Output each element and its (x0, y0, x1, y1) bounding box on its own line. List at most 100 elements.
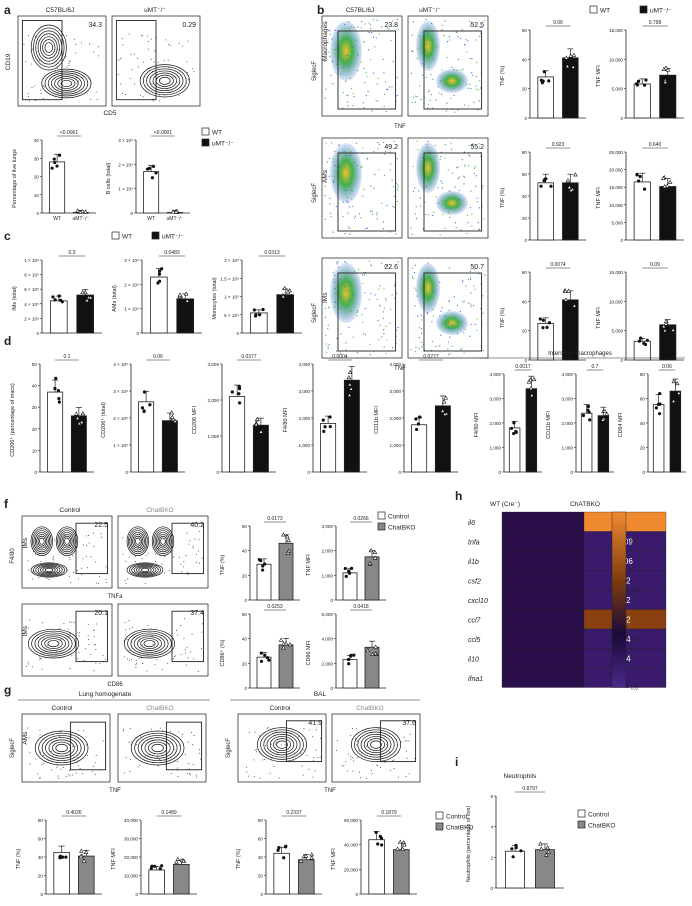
data-point (373, 651, 378, 656)
gate-percentage: 37.4 (190, 610, 204, 617)
event-dot (396, 76, 399, 79)
data-point (566, 288, 571, 293)
event-dot (130, 741, 132, 743)
event-dot (365, 777, 367, 779)
y-tick-label: 2,000 (490, 421, 502, 426)
event-dot (456, 333, 459, 335)
bar-1 (393, 849, 410, 895)
event-dot (376, 764, 378, 766)
event-dot (158, 94, 160, 96)
data-point (401, 842, 407, 847)
density-cloud (436, 191, 468, 215)
data-point (563, 288, 568, 293)
gate-percentage: 40.2 (190, 522, 204, 529)
event-dot (298, 736, 300, 738)
data-point (637, 179, 641, 183)
y-tick-label: 20 (640, 446, 646, 451)
legend-i-swatch (577, 809, 586, 818)
event-dot (35, 100, 37, 102)
event-dot (345, 761, 347, 763)
y-tick-label: 40 (242, 637, 248, 642)
event-dot (390, 39, 392, 42)
y-tick-label: 40,000 (344, 843, 358, 848)
y-axis-label: TNF (%) (500, 65, 506, 86)
event-dot (466, 214, 469, 216)
event-dot (326, 351, 328, 353)
event-dot (350, 189, 352, 191)
bar-1 (597, 415, 610, 473)
event-dot (36, 653, 38, 655)
contour-line (128, 563, 162, 577)
event-dot (324, 185, 326, 187)
data-point (538, 317, 542, 321)
event-dot (333, 49, 335, 51)
legend-b-ko-label: uMT⁻/⁻ (650, 8, 672, 15)
event-dot (63, 767, 65, 769)
event-dot (397, 186, 399, 188)
event-dot (147, 653, 149, 655)
event-dot (475, 75, 477, 77)
contour-line (357, 731, 395, 758)
event-dot (433, 58, 435, 61)
data-point (169, 414, 175, 419)
event-dot (334, 164, 336, 166)
event-dot (259, 777, 261, 779)
event-dot (53, 562, 55, 564)
event-dot (383, 287, 385, 289)
data-point (261, 564, 265, 568)
y-tick-label: 0 (620, 358, 623, 363)
data-point (662, 184, 667, 189)
event-dot (352, 105, 354, 107)
event-dot (461, 281, 464, 283)
event-dot (415, 206, 417, 208)
contour-line (60, 79, 73, 88)
y-axis-label: TNF (%) (236, 848, 242, 869)
event-dot (437, 186, 439, 189)
event-dot (447, 319, 449, 322)
event-dot (120, 57, 122, 59)
event-dot (339, 307, 342, 309)
event-dot (463, 183, 465, 185)
p-value: 0.2337 (286, 810, 302, 816)
event-dot (356, 352, 358, 354)
event-dot (161, 563, 163, 565)
event-dot (150, 728, 152, 730)
event-dot (293, 760, 295, 762)
event-dot (363, 188, 365, 190)
event-dot (266, 727, 268, 729)
event-dot (123, 640, 125, 642)
event-dot (275, 731, 277, 733)
event-dot (131, 69, 133, 71)
event-dot (393, 759, 395, 761)
bar-1 (659, 74, 677, 119)
data-point (81, 858, 87, 863)
event-dot (178, 95, 180, 97)
data-point (259, 659, 264, 664)
y-tick-label: 0 (524, 116, 527, 121)
event-dot (39, 656, 41, 658)
event-dot (349, 77, 352, 79)
event-dot (471, 225, 473, 227)
event-dot (67, 628, 69, 630)
event-dot (38, 60, 40, 62)
y-tick-label: 20 (242, 573, 248, 578)
event-dot (361, 165, 363, 167)
data-point (528, 377, 533, 382)
event-dot (393, 140, 395, 142)
event-dot (130, 744, 132, 746)
event-dot (474, 288, 476, 290)
event-dot (439, 281, 441, 283)
event-dot (412, 96, 415, 98)
event-dot (473, 285, 475, 287)
event-dot (182, 566, 184, 568)
event-dot (57, 39, 59, 41)
event-dot (26, 546, 28, 548)
event-dot (449, 353, 451, 355)
event-dot (69, 653, 71, 655)
event-dot (327, 328, 329, 330)
y-tick-label: 1.5 × 10⁵ (220, 276, 239, 281)
data-point (328, 425, 332, 429)
event-dot (170, 551, 172, 553)
